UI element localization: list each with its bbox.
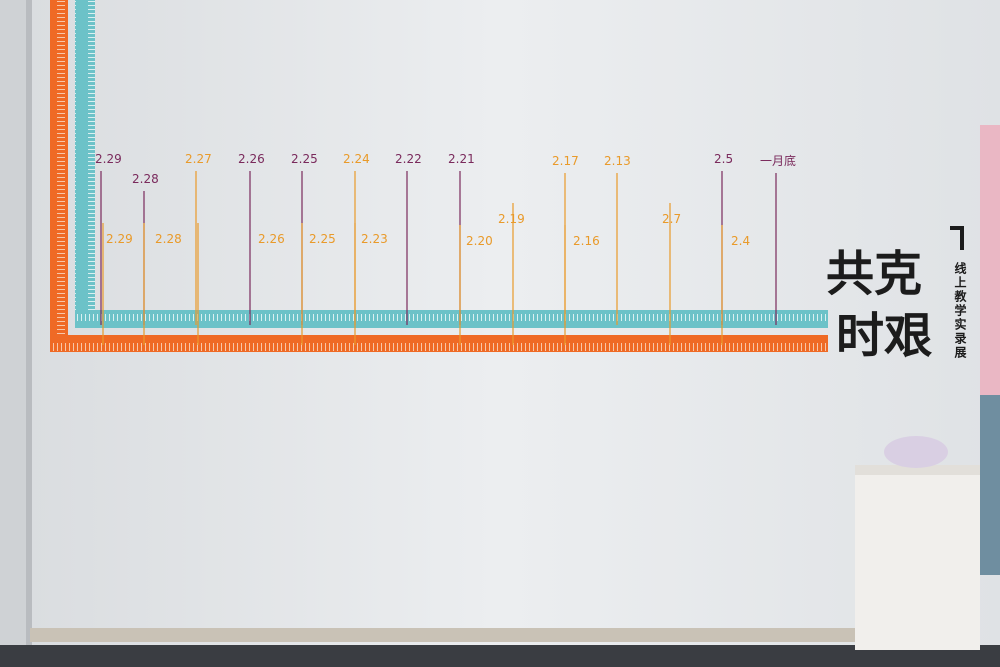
date-label: 2.20 [466,234,493,248]
pedestal-top [855,465,980,475]
date-label: 一月底 [760,153,796,168]
orange-ruler [50,335,828,352]
baseboard [30,628,860,642]
date-label: 2.29 [95,152,122,166]
pillar [0,0,26,650]
title-bracket [950,226,964,250]
date-label: 2.7 [662,212,681,226]
date-label: 2.28 [155,232,182,246]
sculpture [884,436,948,468]
date-label: 2.22 [395,152,422,166]
date-label: 2.25 [309,232,336,246]
pedestal [855,465,980,650]
date-label: 2.17 [552,154,579,168]
date-label: 2.5 [714,152,733,166]
teal-ruler-vertical [75,0,95,328]
date-label: 2.19 [498,212,525,226]
date-label: 2.13 [604,154,631,168]
date-label: 2.26 [258,232,285,246]
date-label: 2.29 [106,232,133,246]
date-label: 2.25 [291,152,318,166]
pillar-edge [26,0,32,650]
side-panel-photo [980,395,1000,575]
date-label: 2.27 [185,152,212,166]
date-label: 2.23 [361,232,388,246]
subtitle: 线上教学实录展 [953,261,967,360]
teal-ruler [75,310,828,328]
side-panel [980,125,1000,395]
timeline: 2.29 2.28 2.27 2.26 2.25 2.24 2.22 2.21 2.17 2.13… [95,152,796,345]
date-label: 2.16 [573,234,600,248]
date-label: 2.28 [132,172,159,186]
title-line: 共克 [826,246,922,302]
date-label: 2.24 [343,152,370,166]
title-line: 时艰 [836,308,933,364]
date-label: 2.4 [731,234,750,248]
date-label: 2.26 [238,152,265,166]
orange-ruler-vertical [50,0,68,352]
date-label: 2.21 [448,152,475,166]
floor [0,645,1000,667]
